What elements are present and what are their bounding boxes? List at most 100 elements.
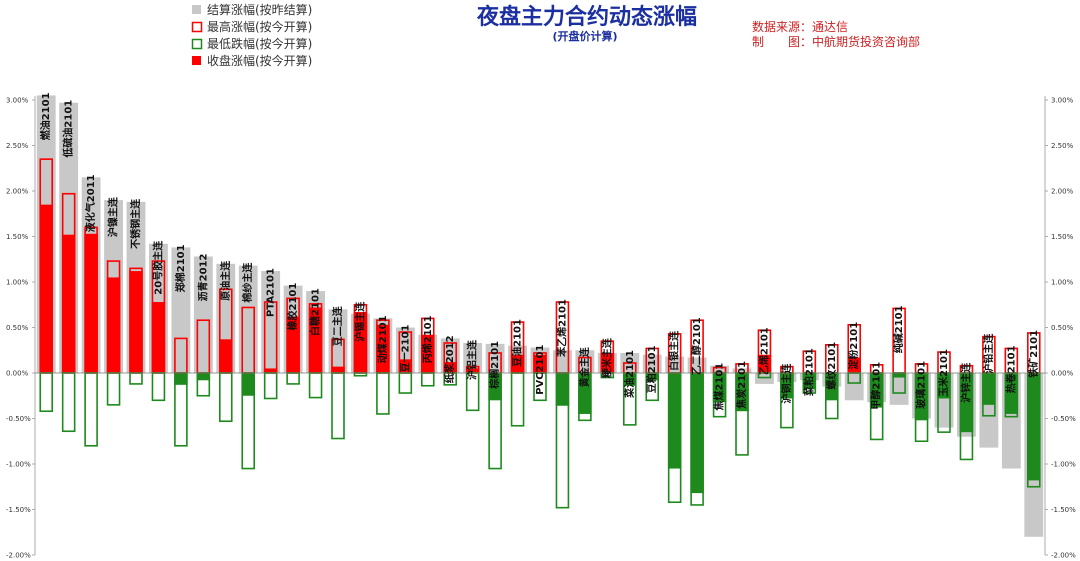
close-bar xyxy=(241,373,255,396)
close-bar xyxy=(869,373,884,408)
category-label: 甲醇2101 xyxy=(870,362,883,410)
settle-bar xyxy=(755,373,774,384)
category-label: 原油主连 xyxy=(219,260,232,301)
category-label: 螺纹2101 xyxy=(825,342,838,390)
right-tick-label: -2.00% xyxy=(1051,552,1076,560)
close-bar xyxy=(645,373,659,381)
left-tick-label: 1.50% xyxy=(6,233,29,241)
settle-bar xyxy=(238,265,258,373)
category-label: 菜油2101 xyxy=(623,350,636,399)
close-bar xyxy=(465,368,480,373)
category-label: 铁矿2101 xyxy=(1027,330,1040,378)
close-bar xyxy=(735,373,749,412)
right-tick-label: -0.50% xyxy=(1051,415,1076,423)
settle-bar xyxy=(687,357,707,373)
right-tick-label: 1.50% xyxy=(1051,233,1074,241)
category-label: 郑棉2101 xyxy=(174,244,187,292)
category-label: 豆油2101 xyxy=(511,319,524,367)
category-label: 沥青2012 xyxy=(196,253,209,301)
close-bar xyxy=(84,233,98,373)
legend-label-high: 最高涨幅(按今开算) xyxy=(207,19,312,34)
right-tick-label: 2.00% xyxy=(1051,188,1074,196)
close-bar xyxy=(914,373,929,421)
category-label: 白糖2101 xyxy=(309,288,322,336)
category-label: 沪铅主连 xyxy=(982,333,995,374)
settle-bar xyxy=(575,350,595,373)
low-bar xyxy=(151,372,166,402)
close-bar xyxy=(421,334,435,373)
close-bar xyxy=(331,366,345,373)
category-label: 低硫油2101 xyxy=(62,100,75,159)
close-bar xyxy=(376,324,390,373)
category-label: 玻璃2101 xyxy=(915,361,928,409)
close-bar xyxy=(533,354,547,373)
category-label: 动煤2101 xyxy=(376,315,389,363)
low-bar xyxy=(84,372,98,447)
category-label: 纯碱2101 xyxy=(892,305,905,353)
low-bar xyxy=(331,372,345,440)
low-bar xyxy=(106,372,121,406)
legend: 结算涨幅(按昨结算) 最高涨幅(按今开算) 最低跌幅(按今开算) 收盘涨幅(按今… xyxy=(191,2,312,68)
low-bar xyxy=(353,372,368,377)
right-tick-label: 1.00% xyxy=(1051,279,1074,287)
close-bar xyxy=(937,373,951,399)
category-label: 棉纱主连 xyxy=(241,262,254,303)
category-labels: 燃油2101 低硫油2101 液化气2011 沪镍主连 不锈钢主连 20号胶主连 郑棉210… xyxy=(39,92,1040,411)
close-bar xyxy=(1004,373,1019,414)
category-label: 白银主连 xyxy=(668,330,681,371)
category-label: 豆二主连 xyxy=(331,305,344,346)
close-bar xyxy=(623,373,637,386)
left-tick-label: 0.00% xyxy=(6,370,29,378)
left-tick-label: -1.50% xyxy=(6,506,31,514)
legend-label-close: 收盘涨幅(按今开算) xyxy=(207,53,312,68)
left-y-ticks: 3.00% 2.50% 2.00% 1.50% 1.00% 0.50% 0.00% -0.50… xyxy=(6,97,35,560)
category-label: 粳米主连 xyxy=(600,337,613,379)
category-label: 橡胶2101 xyxy=(286,283,299,331)
close-bar xyxy=(780,373,794,399)
category-label: 沪铝主连 xyxy=(466,339,479,380)
left-tick-label: 2.00% xyxy=(6,188,29,196)
category-label: 热卷2101 xyxy=(1004,345,1017,393)
close-bar xyxy=(847,357,861,373)
bar-series xyxy=(36,95,1044,537)
right-tick-label: -1.00% xyxy=(1051,461,1076,469)
left-tick-label: 2.50% xyxy=(6,142,29,150)
right-y-ticks: 3.00% 2.50% 2.00% 1.50% 1.00% 0.50% 0.00% -0.50… xyxy=(1045,97,1076,560)
settle-bar xyxy=(328,309,348,373)
category-label: 液化气2011 xyxy=(84,174,97,232)
left-tick-label: 3.00% xyxy=(6,97,29,105)
left-tick-label: -2.00% xyxy=(6,552,31,560)
low-bar xyxy=(263,372,278,400)
close-bar xyxy=(982,373,996,405)
category-label: 焦煤2101 xyxy=(713,363,726,412)
close-bar xyxy=(443,362,457,373)
settle-bar xyxy=(844,373,864,401)
legend-label-low: 最低跌幅(按今开算) xyxy=(207,36,312,51)
close-bar xyxy=(263,368,278,373)
category-label: 20号胶主连 xyxy=(151,240,164,295)
right-tick-label: 0.50% xyxy=(1051,324,1074,332)
category-label: 乙二醇2101 xyxy=(690,317,703,375)
low-bar xyxy=(510,372,525,427)
category-label: 豆粕2101 xyxy=(645,345,658,393)
low-bar xyxy=(398,372,413,394)
legend-swatch-low xyxy=(191,38,203,50)
category-label: 棕榈2101 xyxy=(488,341,501,390)
close-bar xyxy=(959,373,974,433)
settle-bar xyxy=(889,373,909,405)
close-bar xyxy=(129,271,143,373)
settle-bar xyxy=(553,350,572,373)
close-bar xyxy=(802,373,817,390)
category-label: 黄金主连 xyxy=(578,346,591,387)
category-label: PTA2101 xyxy=(266,268,277,317)
category-label: 纸浆2012 xyxy=(443,335,456,383)
settle-bar xyxy=(710,365,729,373)
settle-bar xyxy=(171,247,191,373)
settle-bar xyxy=(642,354,662,373)
low-bar xyxy=(376,372,390,415)
left-tick-label: 1.00% xyxy=(6,279,29,287)
close-bar xyxy=(892,373,906,378)
low-bar xyxy=(39,372,54,413)
chart-subtitle: (开盘价计算) xyxy=(552,29,617,43)
